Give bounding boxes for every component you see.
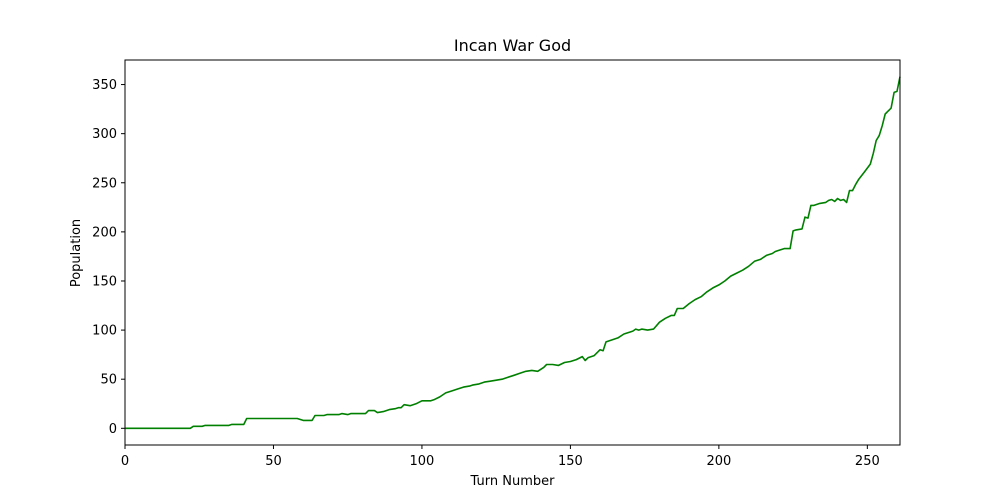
x-axis-label: Turn Number bbox=[470, 474, 556, 489]
y-tick-label: 0 bbox=[109, 422, 117, 437]
x-tick-label: 250 bbox=[855, 454, 880, 469]
y-tick-label: 50 bbox=[100, 373, 117, 388]
y-axis-label: Population bbox=[69, 219, 84, 287]
y-tick-label: 300 bbox=[92, 127, 117, 142]
x-tick-label: 100 bbox=[410, 454, 435, 469]
y-tick-label: 250 bbox=[92, 176, 117, 191]
y-tick-label: 150 bbox=[92, 274, 117, 289]
y-tick-label: 100 bbox=[92, 324, 117, 339]
plot-area-frame bbox=[124, 59, 901, 446]
population-series-line bbox=[125, 76, 901, 430]
x-tick-label: 150 bbox=[558, 454, 583, 469]
x-tick-label: 0 bbox=[121, 454, 129, 469]
x-axis-ticks: 0 50 100 150 200 250 bbox=[121, 445, 880, 469]
x-tick-label: 200 bbox=[706, 454, 731, 469]
y-axis-ticks: 0 50 100 150 200 250 300 350 bbox=[92, 78, 125, 437]
x-tick-label: 50 bbox=[265, 454, 282, 469]
y-tick-label: 200 bbox=[92, 225, 117, 240]
y-tick-label: 350 bbox=[92, 78, 117, 93]
chart-title: Incan War God bbox=[454, 36, 571, 55]
